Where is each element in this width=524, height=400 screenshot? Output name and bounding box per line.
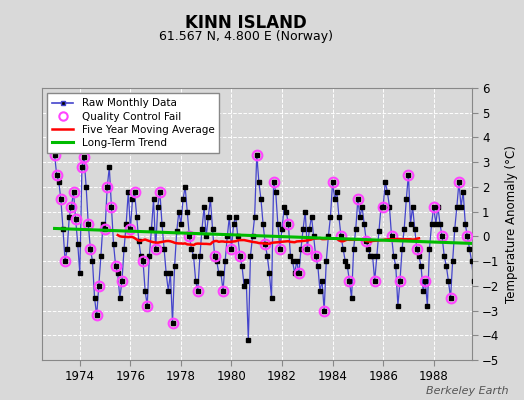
Text: Berkeley Earth: Berkeley Earth <box>426 386 508 396</box>
Text: KINN ISLAND: KINN ISLAND <box>185 14 307 32</box>
Legend: Raw Monthly Data, Quality Control Fail, Five Year Moving Average, Long-Term Tren: Raw Monthly Data, Quality Control Fail, … <box>47 93 220 153</box>
Y-axis label: Temperature Anomaly (°C): Temperature Anomaly (°C) <box>505 145 518 303</box>
Text: 61.567 N, 4.800 E (Norway): 61.567 N, 4.800 E (Norway) <box>159 30 333 43</box>
